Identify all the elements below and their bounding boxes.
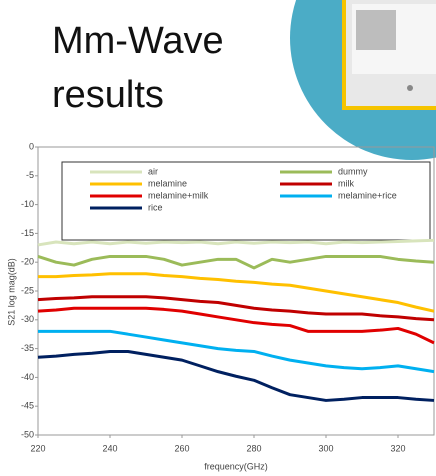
- photo-knob: [407, 85, 413, 91]
- y-tick-label: -25: [21, 285, 34, 295]
- legend-label: milk: [338, 178, 354, 188]
- slide: S21 log mag(dB) frequency(GHz) 0 -5 -10 -15…: [0, 0, 436, 476]
- legend-label: dummy: [338, 166, 368, 176]
- y-tick-label: -50: [21, 429, 34, 439]
- legend-label: air: [148, 166, 158, 176]
- x-tick-label: 220: [30, 443, 45, 453]
- y-tick-label: -5: [26, 170, 34, 180]
- legend-label: melamine: [148, 178, 187, 188]
- series-line: [38, 308, 434, 343]
- series-line: [38, 351, 434, 400]
- legend-label: melamine+rice: [338, 190, 397, 200]
- y-tick-label: -10: [21, 199, 34, 209]
- y-tick-label: 0: [29, 141, 34, 151]
- y-tick-label: -45: [21, 401, 34, 411]
- x-tick-label: 280: [246, 443, 261, 453]
- series-line: [38, 240, 434, 245]
- x-tick-label: 260: [174, 443, 189, 453]
- y-tick-label: -40: [21, 372, 34, 382]
- y-tick-label: -20: [21, 257, 34, 267]
- x-tick-label: 320: [390, 443, 405, 453]
- x-axis-label: frequency(GHz): [204, 461, 268, 471]
- x-tick-label: 300: [318, 443, 333, 453]
- title: Mm-Wave results: [52, 14, 242, 122]
- y-tick-label: -30: [21, 314, 34, 324]
- photo-detail: [356, 10, 396, 50]
- y-tick-label: -35: [21, 343, 34, 353]
- x-tick-label: 240: [102, 443, 117, 453]
- series-line: [38, 256, 434, 268]
- legend-box: [62, 162, 430, 240]
- legend-label: melamine+milk: [148, 190, 209, 200]
- y-tick-label: -15: [21, 228, 34, 238]
- legend-label: rice: [148, 202, 163, 212]
- y-axis-label: S21 log mag(dB): [6, 258, 16, 326]
